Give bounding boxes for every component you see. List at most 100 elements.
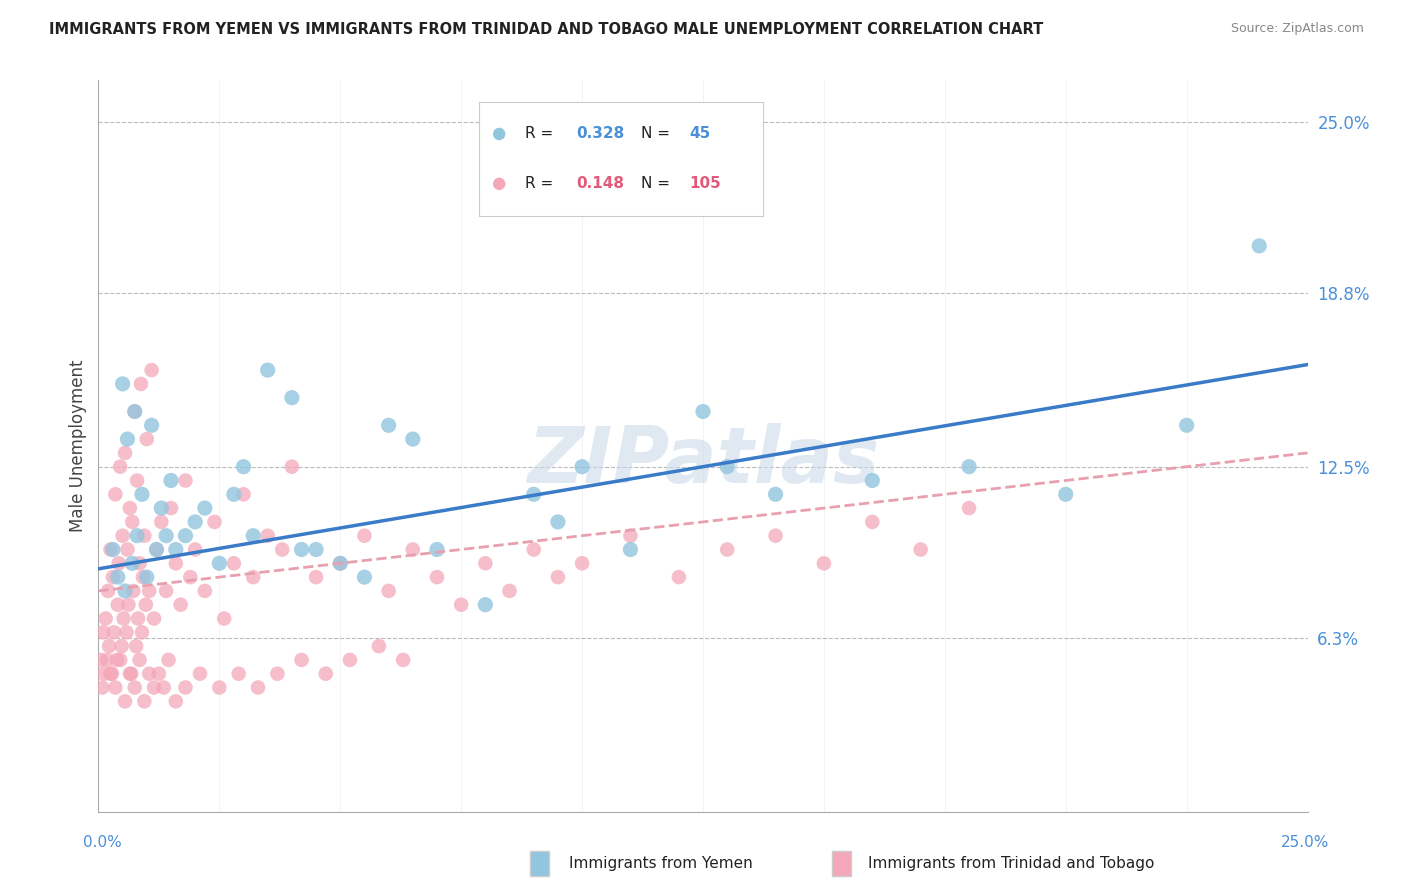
Point: [1175, 418, 1198, 433]
Point: [242, 570, 264, 584]
Point: [474, 598, 496, 612]
Point: [150, 515, 173, 529]
Point: [96, 653, 118, 667]
Point: [179, 570, 201, 584]
Point: [208, 557, 231, 571]
Point: [426, 570, 449, 584]
Point: [155, 583, 177, 598]
Point: [143, 611, 166, 625]
Point: [256, 363, 278, 377]
Point: [134, 694, 156, 708]
Point: [765, 487, 787, 501]
Point: [121, 557, 143, 571]
Point: [107, 598, 129, 612]
Point: [523, 487, 546, 501]
Point: [125, 639, 148, 653]
Point: [571, 557, 593, 571]
Point: [377, 418, 399, 433]
Point: [174, 529, 197, 543]
Point: [108, 459, 131, 474]
Point: [242, 529, 264, 543]
Point: [290, 653, 312, 667]
Point: [104, 487, 127, 501]
Point: [143, 681, 166, 695]
Point: [208, 681, 231, 695]
Point: [117, 432, 139, 446]
Point: [339, 653, 361, 667]
Point: [165, 542, 187, 557]
Text: ZIPatlas: ZIPatlas: [527, 423, 879, 499]
Point: [184, 515, 207, 529]
Point: [547, 570, 569, 584]
Point: [135, 432, 157, 446]
Point: [1249, 239, 1271, 253]
Point: [222, 487, 245, 501]
Point: [111, 639, 134, 653]
Point: [860, 474, 883, 488]
Point: [117, 542, 139, 557]
Point: [155, 529, 177, 543]
Point: [121, 515, 143, 529]
Point: [129, 376, 152, 391]
Point: [90, 653, 112, 667]
Point: [194, 583, 217, 598]
Point: [118, 666, 141, 681]
Point: [716, 542, 738, 557]
Point: [547, 515, 569, 529]
Point: [619, 542, 641, 557]
Point: [131, 487, 153, 501]
Point: [402, 542, 425, 557]
Point: [157, 653, 180, 667]
Point: [402, 432, 425, 446]
Point: [169, 598, 191, 612]
Point: [138, 583, 160, 598]
Point: [571, 459, 593, 474]
Point: [174, 474, 197, 488]
Point: [141, 363, 163, 377]
Point: [232, 487, 254, 501]
Point: [128, 653, 150, 667]
Point: [94, 611, 117, 625]
Point: [91, 681, 114, 695]
Point: [212, 611, 235, 625]
Point: [957, 501, 980, 516]
Point: [426, 542, 449, 557]
Point: [668, 570, 690, 584]
Point: [105, 653, 128, 667]
Point: [122, 583, 145, 598]
Point: [256, 529, 278, 543]
Text: Immigrants from Yemen: Immigrants from Yemen: [569, 856, 754, 871]
Point: [160, 474, 183, 488]
Point: [353, 570, 375, 584]
Text: IMMIGRANTS FROM YEMEN VS IMMIGRANTS FROM TRINIDAD AND TOBAGO MALE UNEMPLOYMENT C: IMMIGRANTS FROM YEMEN VS IMMIGRANTS FROM…: [49, 22, 1043, 37]
Point: [184, 542, 207, 557]
Point: [290, 542, 312, 557]
Point: [124, 404, 146, 418]
Point: [160, 501, 183, 516]
Point: [134, 529, 156, 543]
Point: [124, 404, 146, 418]
Point: [957, 459, 980, 474]
Point: [813, 557, 835, 571]
Point: [194, 501, 217, 516]
Point: [135, 598, 157, 612]
Point: [392, 653, 415, 667]
Point: [1054, 487, 1077, 501]
Point: [281, 391, 304, 405]
Point: [329, 557, 352, 571]
Point: [148, 666, 170, 681]
Point: [910, 542, 932, 557]
Point: [247, 681, 270, 695]
Point: [271, 542, 294, 557]
Point: [188, 666, 211, 681]
Point: [117, 598, 139, 612]
Point: [93, 666, 115, 681]
Point: [498, 583, 520, 598]
Point: [204, 515, 226, 529]
Point: [368, 639, 391, 653]
Text: 25.0%: 25.0%: [1281, 836, 1329, 850]
Point: [152, 681, 174, 695]
Point: [716, 459, 738, 474]
Text: Source: ZipAtlas.com: Source: ZipAtlas.com: [1230, 22, 1364, 36]
Point: [222, 557, 245, 571]
